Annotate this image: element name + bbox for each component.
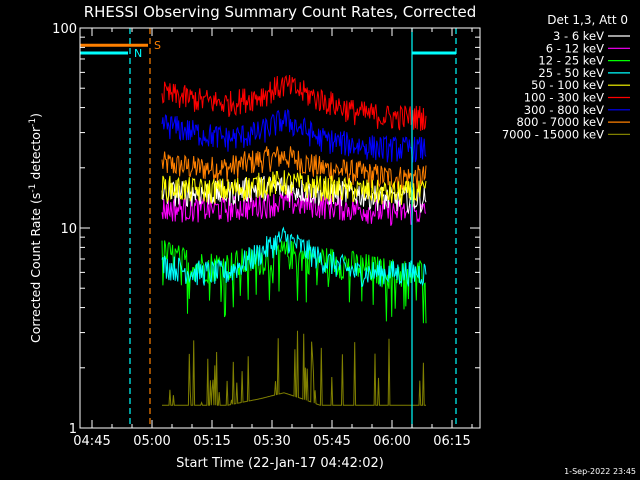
x-tick-label: 05:15 bbox=[193, 434, 230, 449]
legend-label: 25 - 50 keV bbox=[538, 66, 604, 80]
series-trace bbox=[161, 146, 427, 191]
y-tick-label: 1 bbox=[69, 422, 77, 437]
y-tick-label: 10 bbox=[60, 222, 77, 237]
plot-frame bbox=[79, 27, 481, 429]
series-traces bbox=[161, 74, 427, 406]
x-axis-label: Start Time (22-Jan-17 04:42:02) bbox=[176, 456, 384, 471]
legend-label: 300 - 800 keV bbox=[524, 103, 604, 117]
x-tick-label: 05:00 bbox=[133, 434, 170, 449]
series-trace bbox=[161, 239, 427, 324]
marker-label: N bbox=[134, 47, 142, 60]
series-trace bbox=[161, 226, 427, 288]
marker-label: S bbox=[154, 39, 161, 52]
x-tick-label: 05:30 bbox=[253, 434, 290, 449]
footer-timestamp: 1-Sep-2022 23:45 bbox=[564, 467, 636, 476]
series-trace bbox=[162, 330, 426, 406]
series-trace bbox=[161, 74, 427, 131]
chart-title: RHESSI Observing Summary Count Rates, Co… bbox=[84, 3, 477, 21]
series-trace bbox=[161, 108, 427, 163]
series-trace bbox=[161, 170, 427, 207]
legend-label: 100 - 300 keV bbox=[524, 91, 604, 105]
x-tick-label: 06:00 bbox=[373, 434, 410, 449]
series-trace bbox=[161, 190, 427, 226]
y-axis-label: Corrected Count Rate (s-1 detector-1) bbox=[28, 113, 43, 343]
legend-label: 50 - 100 keV bbox=[531, 78, 604, 92]
legend-label: 3 - 6 keV bbox=[553, 29, 604, 43]
legend-label: 800 - 7000 keV bbox=[516, 115, 604, 129]
x-axis-ticks: 04:45 05:00 05:15 05:30 05:45 06:00 06:15 bbox=[73, 28, 473, 449]
legend-label: 12 - 25 keV bbox=[538, 54, 604, 68]
x-tick-label: 06:15 bbox=[433, 434, 470, 449]
series-trace bbox=[161, 175, 427, 215]
marker-lines: SN bbox=[80, 28, 457, 428]
x-tick-label: 05:45 bbox=[313, 434, 350, 449]
legend-label: 7000 - 15000 keV bbox=[502, 127, 604, 141]
legend-label: 6 - 12 keV bbox=[546, 41, 604, 55]
y-tick-label: 100 bbox=[52, 22, 77, 37]
x-tick-label: 04:45 bbox=[73, 434, 110, 449]
y-axis-ticks: 1 10 100 bbox=[52, 22, 480, 437]
legend-title: Det 1,3, Att 0 bbox=[547, 13, 628, 27]
